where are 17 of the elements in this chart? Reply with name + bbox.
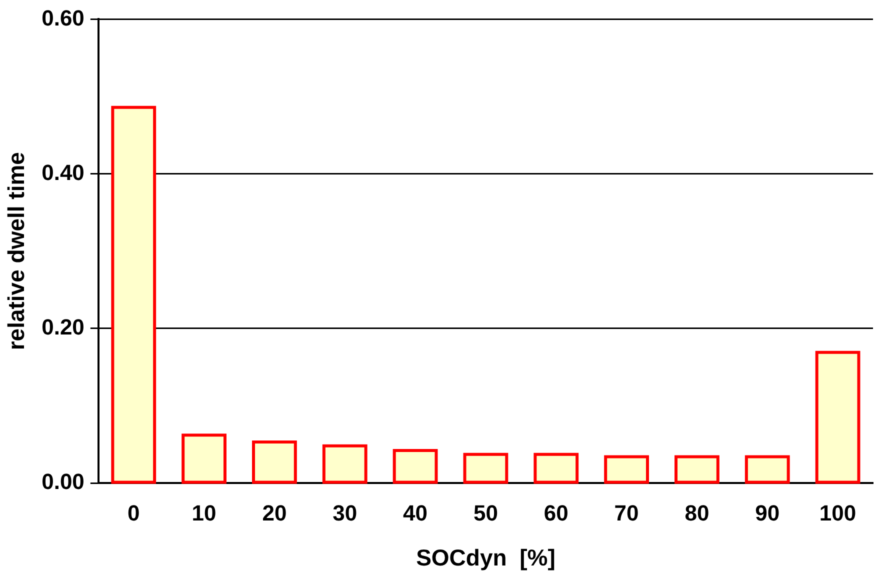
x-tick-label: 50 xyxy=(473,500,498,526)
x-tick-label: 100 xyxy=(819,500,856,526)
x-axis-title: SOCdyn [%] xyxy=(416,544,556,571)
x-tick-label: 90 xyxy=(755,500,780,526)
x-tick-label: 10 xyxy=(192,500,216,526)
x-tick-label: 30 xyxy=(332,500,358,526)
x-tick-label: 60 xyxy=(544,500,568,526)
y-tick-label: 0.20 xyxy=(42,314,84,340)
x-tick-label: 70 xyxy=(614,500,639,526)
x-tick-label: 20 xyxy=(262,500,287,526)
y-tick-label: 0.00 xyxy=(42,469,84,494)
x-tick-label: 0 xyxy=(128,500,140,526)
x-tick-label: 80 xyxy=(684,500,710,526)
y-tick-label: 0.40 xyxy=(42,160,84,185)
y-axis-title: relative dwell time xyxy=(3,152,30,350)
x-tick-label: 40 xyxy=(403,500,428,526)
y-tick-label: 0.60 xyxy=(42,5,84,30)
